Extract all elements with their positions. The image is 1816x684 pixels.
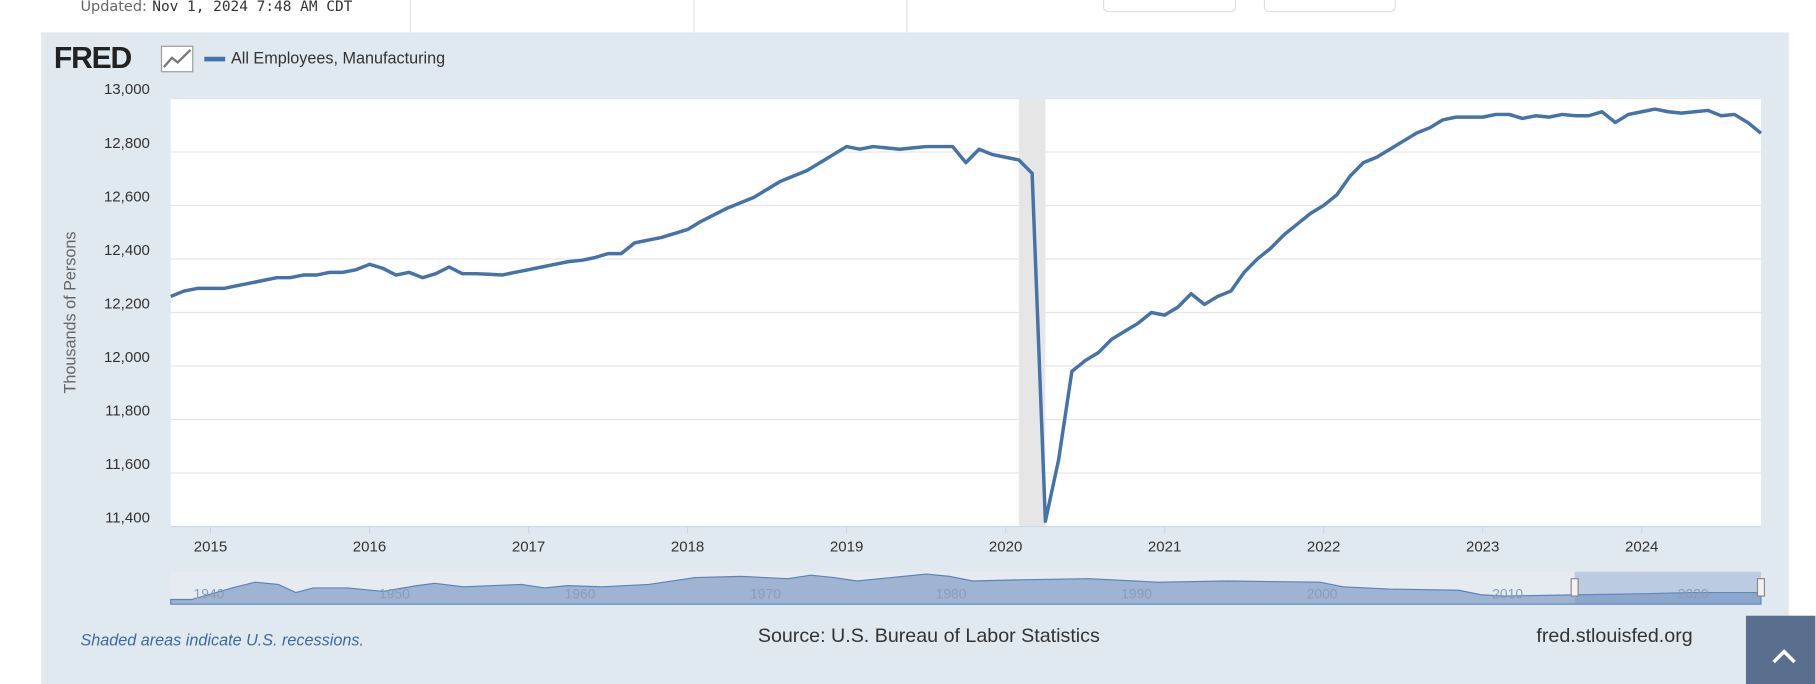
y-axis-title: Thousands of Persons: [62, 231, 80, 393]
navigator-tick-label: 2020: [1678, 586, 1709, 602]
x-tick-label: 2020: [989, 538, 1022, 555]
button[interactable]: [1263, 0, 1396, 13]
navigator-selection[interactable]: [1574, 571, 1761, 605]
updated-date: Nov 1, 2024 7:48 AM CDT: [152, 0, 352, 15]
logo-icon: [160, 45, 194, 73]
scroll-top-button[interactable]: [1745, 615, 1816, 684]
source: Source: U.S. Bureau of Labor Statistics: [758, 625, 1100, 647]
x-tick-label: 2019: [830, 538, 863, 555]
x-tick-label: 2021: [1148, 538, 1181, 555]
scroll-top-icon: [1772, 649, 1796, 664]
navigator-tick-label: 2000: [1307, 586, 1338, 602]
credit: fred.stlouisfed.org: [1536, 625, 1692, 647]
navigator-tick-label: 1960: [565, 586, 596, 602]
series-line: [170, 107, 1763, 523]
x-tick-label: 2016: [353, 538, 386, 555]
recession-note: Shaded areas indicate U.S. recessions.: [80, 631, 363, 649]
x-tick-label: 2018: [671, 538, 704, 555]
x-tick-label: 2017: [512, 538, 545, 555]
navigator-handle[interactable]: [1756, 578, 1766, 597]
y-tick-label: 11,800: [105, 402, 150, 419]
x-tick-label: 2023: [1466, 538, 1499, 555]
navigator-tick-label: 1970: [750, 586, 781, 602]
updated-label: Updated:: [80, 0, 146, 15]
legend-label: All Employees, Manufacturing: [231, 49, 445, 67]
navigator-handle[interactable]: [1570, 578, 1579, 597]
navigator-tick-label: 1980: [936, 586, 967, 602]
y-tick-label: 11,400: [105, 509, 150, 526]
x-tick-label: 2015: [194, 538, 227, 555]
navigator-tick-label: 2010: [1492, 586, 1523, 602]
button[interactable]: [1103, 0, 1237, 13]
y-tick-label: 12,000: [104, 349, 150, 366]
navigator-series: [170, 573, 1762, 605]
y-tick-label: 12,800: [104, 135, 150, 152]
navigator-tick-label: 1990: [1121, 586, 1152, 602]
x-tick-label: 2022: [1307, 538, 1340, 555]
navigator-tick-label: 1950: [379, 586, 410, 602]
y-tick-label: 12,400: [104, 242, 150, 259]
navigator-tick-label: 1940: [194, 586, 225, 602]
y-tick-label: 12,200: [104, 295, 150, 312]
plot-layer: [170, 97, 1763, 534]
y-tick-label: 11,600: [105, 456, 150, 473]
x-tick-label: 2024: [1625, 538, 1658, 555]
y-tick-label: 12,600: [104, 188, 150, 205]
logo: FRED: [54, 42, 132, 75]
y-tick-label: 13,000: [104, 81, 150, 98]
